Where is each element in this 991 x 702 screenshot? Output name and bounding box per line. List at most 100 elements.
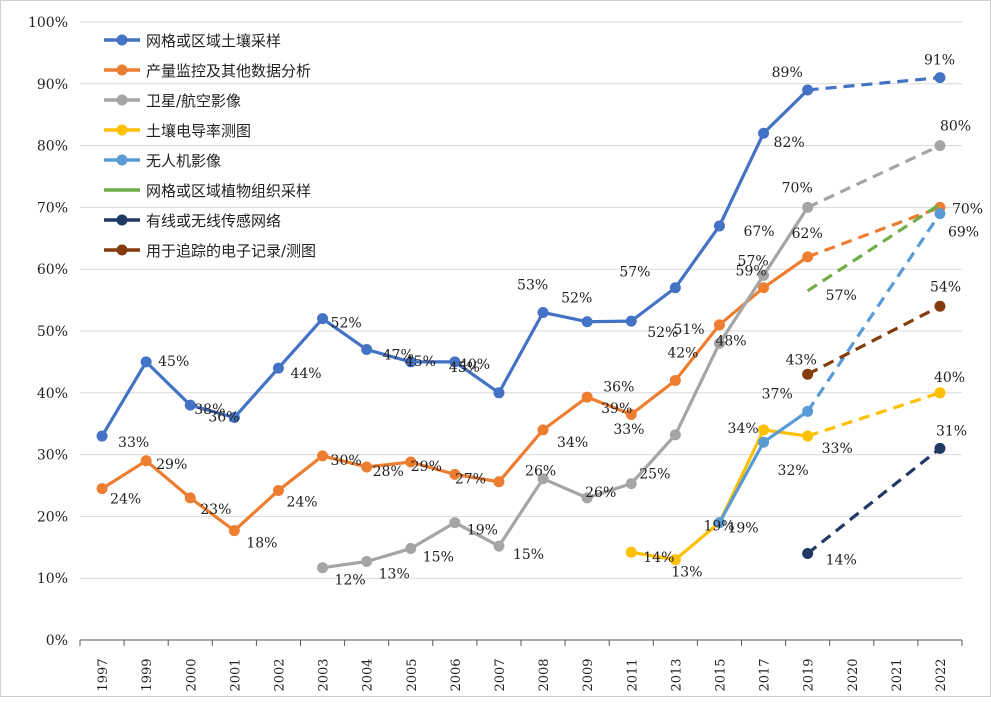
x-tick-label: 2020 (846, 658, 861, 691)
data-point (802, 251, 814, 263)
x-tick-label: 2007 (493, 658, 508, 691)
data-label: 40% (934, 370, 965, 386)
data-point (140, 356, 152, 368)
data-point (96, 430, 108, 442)
y-tick-label: 40% (37, 386, 68, 402)
data-label: 45% (405, 354, 436, 370)
legend-label: 有线或无线传感网络 (146, 212, 281, 230)
y-tick-label: 30% (37, 448, 68, 464)
series-line-dashed (807, 205, 941, 259)
data-label: 32% (778, 463, 809, 479)
data-label: 62% (792, 226, 823, 242)
data-point (669, 282, 681, 294)
data-label: 13% (379, 567, 410, 583)
data-point (934, 442, 946, 454)
data-label: 34% (728, 421, 759, 437)
data-label: 29% (156, 457, 187, 473)
series-lines (96, 72, 946, 574)
data-label: 70% (782, 180, 813, 196)
data-label: 34% (557, 435, 588, 451)
data-point (228, 412, 240, 424)
data-point (405, 456, 417, 468)
data-label: 57% (619, 265, 650, 281)
data-label: 45% (449, 360, 480, 376)
x-tick-label: 2019 (802, 658, 817, 691)
data-label: 51% (673, 322, 704, 338)
data-point (317, 562, 329, 574)
data-point (493, 540, 505, 552)
data-label: 15% (513, 547, 544, 563)
legend-swatch-marker (116, 154, 128, 166)
data-label: 36% (208, 410, 239, 426)
data-label: 89% (772, 65, 803, 81)
series-line-dashed (807, 391, 941, 438)
data-point (802, 405, 814, 417)
data-point (581, 316, 593, 328)
data-label: 82% (774, 135, 805, 151)
data-point (934, 208, 946, 220)
data-label: 45% (158, 354, 189, 370)
data-label: 29% (411, 459, 442, 475)
legend-swatch-marker (116, 64, 128, 76)
x-tick-label: 2017 (758, 658, 773, 691)
series-line-dashed (806, 447, 941, 555)
legend-label: 土壤电导率测图 (146, 122, 251, 140)
data-label: 13% (671, 565, 702, 581)
data-point (934, 72, 946, 84)
data-label: 91% (924, 53, 955, 69)
data-label: 38% (194, 402, 225, 418)
data-point (802, 368, 814, 380)
x-tick-label: 2006 (449, 658, 464, 691)
data-point (449, 356, 461, 368)
data-label: 53% (517, 277, 548, 293)
data-label: 70% (952, 201, 983, 217)
data-point (493, 476, 505, 488)
data-point (361, 344, 373, 356)
data-point (625, 315, 637, 327)
data-label: 52% (331, 316, 362, 332)
x-tick-label: 2013 (669, 658, 684, 691)
data-point (934, 300, 946, 312)
data-point (758, 269, 770, 281)
data-point (272, 362, 284, 374)
x-tick-label: 2011 (625, 658, 640, 691)
data-point (802, 84, 814, 96)
data-label: 26% (525, 464, 556, 480)
y-tick-label: 60% (37, 262, 68, 278)
data-label: 18% (246, 536, 277, 552)
data-label: 24% (110, 492, 141, 508)
data-point (272, 484, 284, 496)
data-point (669, 374, 681, 386)
data-label: 12% (335, 573, 366, 589)
data-label: 27% (455, 471, 486, 487)
data-label: 23% (200, 502, 231, 518)
x-tick-label: 2021 (890, 658, 905, 691)
x-tick-label: 2008 (537, 658, 552, 691)
data-label: 47% (383, 348, 414, 364)
data-label: 30% (331, 453, 362, 469)
data-label: 42% (667, 345, 698, 361)
data-point (449, 468, 461, 480)
data-label: 52% (561, 291, 592, 307)
legend-swatch-marker (116, 34, 128, 46)
data-point (713, 220, 725, 232)
legend-label: 无人机影像 (146, 152, 221, 170)
data-point (317, 313, 329, 325)
series-line-dashed (806, 212, 942, 413)
data-point (758, 424, 770, 436)
x-tick-label: 2003 (317, 658, 332, 691)
x-tick-label: 2001 (228, 658, 243, 691)
data-label: 19% (703, 519, 734, 535)
data-point (625, 408, 637, 420)
data-point (713, 517, 725, 529)
data-label: 40% (459, 357, 490, 373)
axes: 0% 10% 20% 30% 40% 50% 60% 70% 80% 90% 100% 1997 199… (28, 15, 963, 692)
data-point (625, 478, 637, 490)
data-point (537, 473, 549, 485)
legend-label: 产量监控及其他数据分析 (146, 62, 311, 80)
data-label: 19% (467, 523, 498, 539)
data-point (184, 492, 196, 504)
gridlines (80, 21, 962, 579)
